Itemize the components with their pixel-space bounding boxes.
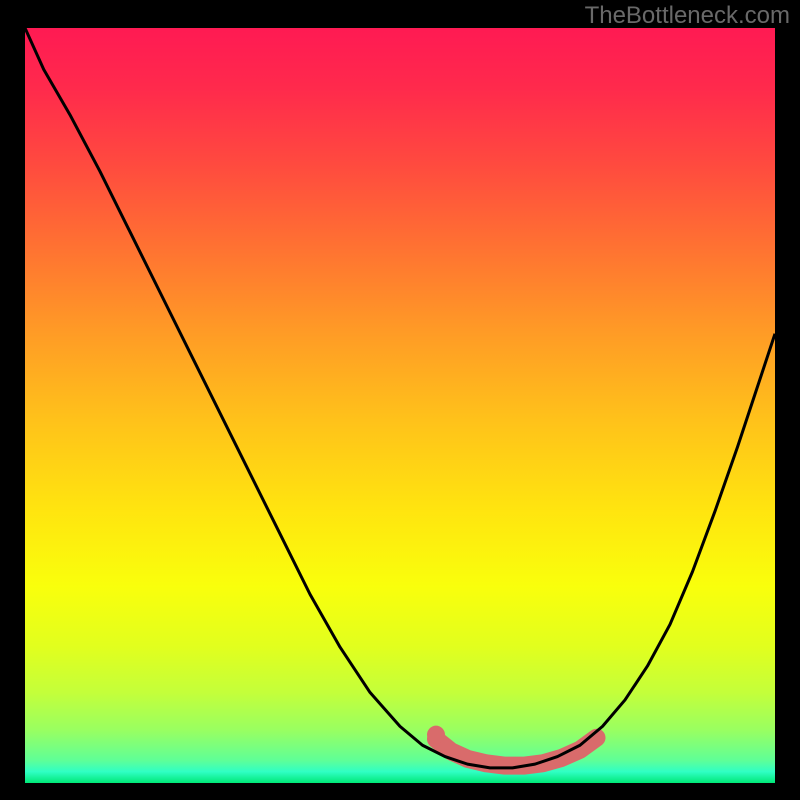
bottleneck-curve — [25, 28, 775, 768]
plot-area — [25, 28, 775, 783]
curve-svg — [25, 28, 775, 783]
chart-container: TheBottleneck.com — [0, 0, 800, 800]
highlight-start-dot — [427, 726, 445, 744]
watermark-text: TheBottleneck.com — [585, 2, 790, 30]
